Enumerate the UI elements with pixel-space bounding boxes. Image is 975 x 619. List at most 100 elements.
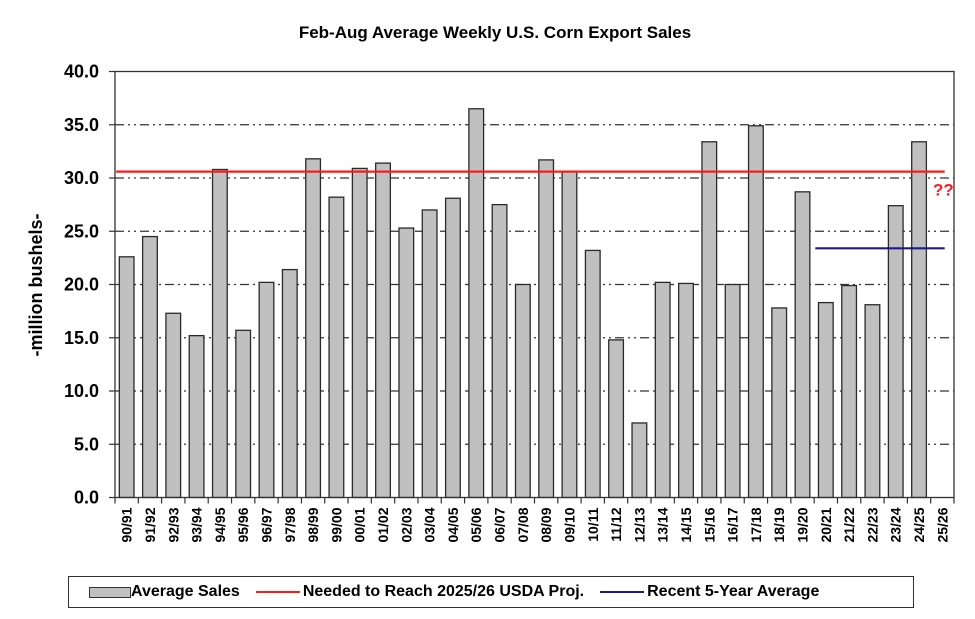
x-tick-label: 03/04	[422, 507, 438, 542]
bar-14-15	[677, 282, 694, 499]
gridlines	[115, 124, 954, 445]
bar-94-95	[211, 168, 228, 499]
y-tick-label: 15.0	[64, 328, 99, 348]
bar-20-21	[817, 301, 834, 499]
bar-00-01	[351, 167, 368, 499]
legend-item-needed: Needed to Reach 2025/26 USDA Proj.	[255, 583, 585, 601]
x-tick-label: 08/09	[538, 507, 554, 542]
bar-18-19	[771, 307, 788, 499]
bar-21-22	[841, 284, 858, 499]
bar-19-20	[794, 191, 811, 499]
x-tick-label: 04/05	[445, 507, 461, 542]
x-tick-label: 90/91	[119, 507, 135, 542]
x-tick-label: 01/02	[375, 507, 391, 542]
bar-93-94	[188, 334, 205, 499]
bar-23-24	[887, 205, 904, 499]
x-tick-label: 25/26	[934, 507, 950, 542]
x-tick-label: 12/13	[631, 507, 647, 542]
bar-05-06	[468, 108, 485, 499]
y-tick-label: 10.0	[64, 381, 99, 401]
legend-item-average-sales: Average Sales	[89, 583, 240, 601]
x-tick-label: 24/25	[911, 507, 927, 542]
x-tick-label: 99/00	[328, 507, 344, 542]
x-tick-label: 21/22	[841, 507, 857, 542]
x-tick-label: 23/24	[888, 507, 904, 542]
y-tick-label: 25.0	[64, 221, 99, 241]
x-tick-label: 94/95	[212, 507, 228, 542]
bar-17-18	[747, 125, 764, 499]
x-tick-label: 22/23	[864, 507, 880, 542]
x-tick-label: 07/08	[515, 507, 531, 542]
legend-label: Needed to Reach 2025/26 USDA Proj.	[302, 583, 585, 600]
y-tick-label: 35.0	[64, 115, 99, 135]
x-tick-label: 19/20	[795, 507, 811, 542]
y-tick-label: 5.0	[74, 434, 99, 454]
legend-swatch-blue-line	[600, 591, 645, 593]
x-tick-label: 16/17	[725, 507, 741, 542]
bar-01-02	[375, 162, 392, 499]
legend: Average Sales Needed to Reach 2025/26 US…	[68, 576, 914, 608]
x-tick-label: 17/18	[748, 507, 764, 542]
question-marks-annotation: ??	[933, 181, 954, 200]
x-tick-label: 18/19	[771, 507, 787, 542]
bar-11-12	[608, 339, 625, 499]
x-tick-label: 14/15	[678, 507, 694, 542]
bar-07-08	[514, 283, 531, 499]
bar-98-99	[305, 158, 322, 499]
bar-97-98	[281, 268, 298, 499]
legend-swatch-bar	[89, 586, 131, 598]
x-tick-label: 06/07	[492, 507, 508, 542]
x-tick-label: 05/06	[468, 507, 484, 542]
x-tick-label: 96/97	[258, 507, 274, 542]
annotations: ??	[933, 181, 954, 200]
x-tick-label: 13/14	[655, 507, 671, 542]
legend-label: Average Sales	[131, 583, 240, 600]
bar-96-97	[258, 281, 275, 499]
y-tick-label: 30.0	[64, 168, 99, 188]
bar-02-03	[398, 227, 415, 499]
bar-12-13	[631, 422, 648, 499]
bar-13-14	[654, 281, 671, 499]
x-ticks: 90/91 91/92 92/93 93/94 94/95 95/96 96/97 97/98…	[114, 497, 955, 543]
x-tick-label: 02/03	[398, 507, 414, 542]
bar-22-23	[864, 304, 881, 499]
bar-09-10	[561, 170, 578, 499]
bar-04-05	[444, 197, 461, 499]
bar-16-17	[724, 283, 741, 499]
y-tick-label: 40.0	[64, 62, 99, 82]
x-tick-label: 10/11	[585, 507, 601, 541]
bar-24-25	[911, 141, 928, 499]
legend-label: Recent 5-Year Average	[647, 583, 820, 600]
reference-lines	[116, 170, 945, 250]
bar-08-09	[538, 159, 555, 499]
y-tick-label: 20.0	[64, 275, 99, 295]
bar-10-11	[584, 249, 601, 499]
bar-91-92	[141, 235, 158, 499]
y-ticks: 0.0 5.0 10.0 15.0 20.0 25.0 30.0 35.0 40.0	[64, 62, 115, 508]
x-tick-label: 11/12	[608, 507, 624, 541]
x-tick-label: 09/10	[561, 507, 577, 542]
x-tick-label: 97/98	[282, 507, 298, 542]
x-tick-label: 92/93	[165, 507, 181, 542]
x-tick-label: 00/01	[352, 507, 368, 542]
bar-06-07	[491, 203, 508, 499]
x-tick-label: 95/96	[235, 507, 251, 542]
bar-92-93	[165, 312, 182, 499]
bars	[118, 108, 928, 499]
bar-95-96	[235, 329, 252, 499]
x-tick-label: 98/99	[305, 507, 321, 542]
x-tick-label: 20/21	[818, 507, 834, 542]
chart-title: Feb-Aug Average Weekly U.S. Corn Export …	[299, 23, 691, 42]
y-axis-label: -million bushels-	[26, 213, 46, 356]
legend-item-5yr-average: Recent 5-Year Average	[600, 583, 819, 601]
bar-15-16	[701, 141, 718, 499]
x-tick-label: 91/92	[142, 507, 158, 542]
bar-03-04	[421, 209, 438, 499]
x-tick-label: 15/16	[701, 507, 717, 542]
bar-90-91	[118, 256, 135, 499]
x-tick-label: 93/94	[189, 507, 205, 542]
legend-swatch-red-line	[255, 591, 300, 593]
bar-99-00	[328, 196, 345, 499]
y-tick-label: 0.0	[74, 488, 99, 508]
